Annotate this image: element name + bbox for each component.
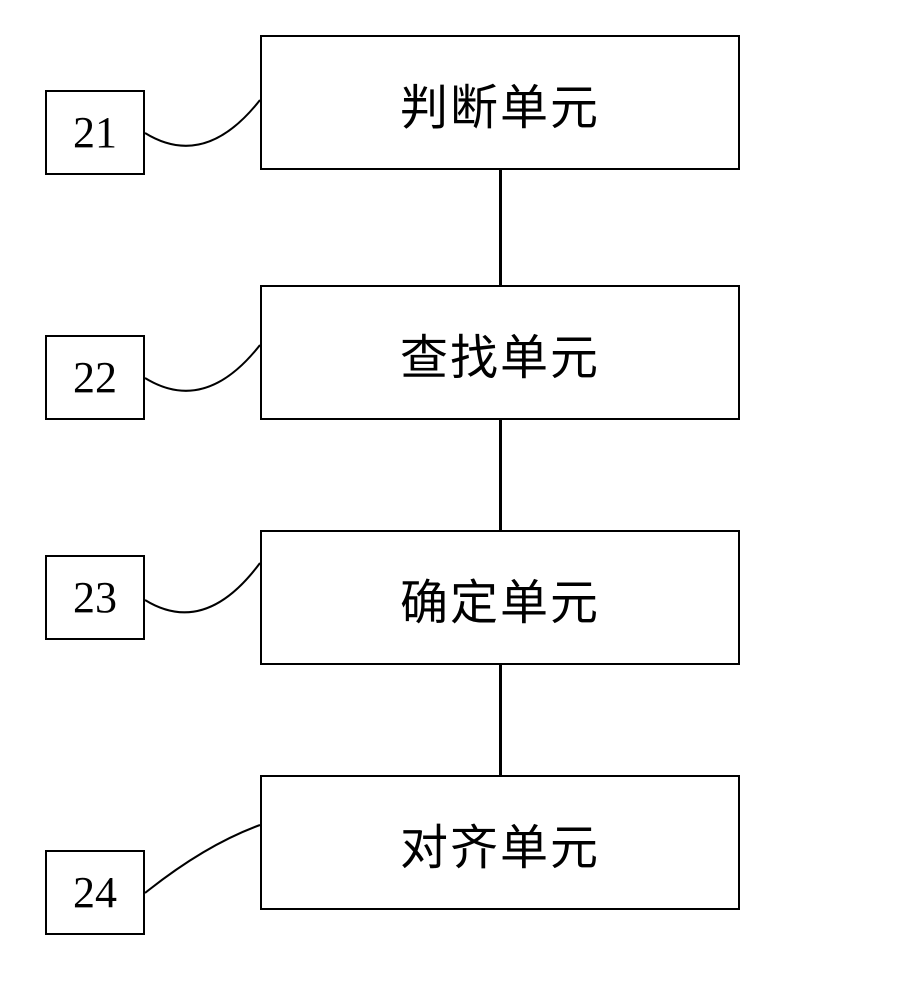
reference-label-21: 21 bbox=[45, 90, 145, 175]
ref-number: 23 bbox=[73, 572, 117, 623]
curve-connector-24 bbox=[145, 825, 265, 910]
curve-connector-23 bbox=[145, 555, 265, 640]
reference-label-24: 24 bbox=[45, 850, 145, 935]
flowchart-box-1: 判断单元 bbox=[260, 35, 740, 170]
flowchart-box-2: 查找单元 bbox=[260, 285, 740, 420]
ref-number: 22 bbox=[73, 352, 117, 403]
box-label: 判断单元 bbox=[400, 68, 600, 138]
connector-1-2 bbox=[499, 170, 502, 285]
ref-number: 21 bbox=[73, 107, 117, 158]
connector-2-3 bbox=[499, 420, 502, 530]
box-label: 确定单元 bbox=[400, 563, 600, 633]
curve-connector-21 bbox=[145, 95, 265, 175]
flowchart-box-3: 确定单元 bbox=[260, 530, 740, 665]
reference-label-23: 23 bbox=[45, 555, 145, 640]
box-label: 查找单元 bbox=[400, 318, 600, 388]
flowchart-box-4: 对齐单元 bbox=[260, 775, 740, 910]
curve-connector-22 bbox=[145, 340, 265, 420]
connector-3-4 bbox=[499, 665, 502, 775]
reference-label-22: 22 bbox=[45, 335, 145, 420]
box-label: 对齐单元 bbox=[400, 808, 600, 878]
ref-number: 24 bbox=[73, 867, 117, 918]
